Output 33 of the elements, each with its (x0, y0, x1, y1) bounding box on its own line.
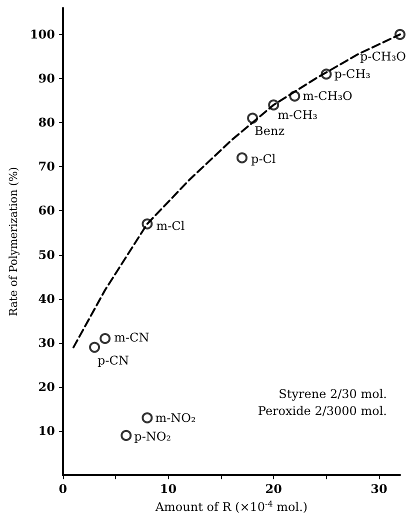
annotation: m-CH₃O (302, 89, 353, 104)
annotation: m-CN (114, 330, 150, 344)
y-tick-label: 100 (30, 27, 55, 42)
annotation: m-CH₃ (278, 108, 318, 122)
x-tick-label: 20 (265, 482, 282, 496)
y-tick-label: 10 (38, 424, 55, 438)
y-tick-label: 50 (38, 248, 55, 262)
x-tick-label: 0 (58, 482, 68, 496)
annotation: m-Cl (156, 218, 185, 233)
y-tick-label: 40 (38, 292, 55, 306)
y-tick-label: 60 (38, 204, 55, 218)
y-tick-label: 30 (38, 336, 55, 350)
annotation: Benz (254, 124, 285, 138)
point (100, 332, 111, 344)
annotation: Peroxide 2/3000 mol. (258, 404, 388, 418)
y-tick-label: 20 (38, 380, 55, 394)
x-tick-label: 10 (160, 482, 177, 496)
point (89, 342, 100, 353)
point (142, 412, 153, 424)
annotation: Styrene 2/30 mol. (278, 387, 388, 401)
y-tick-label: 90 (38, 72, 55, 86)
annotation: p-NO₂ (134, 429, 172, 444)
annotation: p-CH₃ (334, 67, 371, 82)
point (120, 430, 132, 441)
y-axis-title: Rate of Polymerization (%) (7, 166, 20, 316)
annotation: p-Cl (251, 152, 276, 166)
annotation: p-CH₃O (360, 49, 406, 64)
y-tick-label: 80 (38, 116, 55, 130)
x-tick-label: 30 (370, 482, 388, 496)
point (236, 152, 248, 164)
annotation: m-NO₂ (155, 410, 196, 425)
y-tick-label: 70 (38, 160, 55, 174)
annotation: p-CN (98, 353, 129, 368)
